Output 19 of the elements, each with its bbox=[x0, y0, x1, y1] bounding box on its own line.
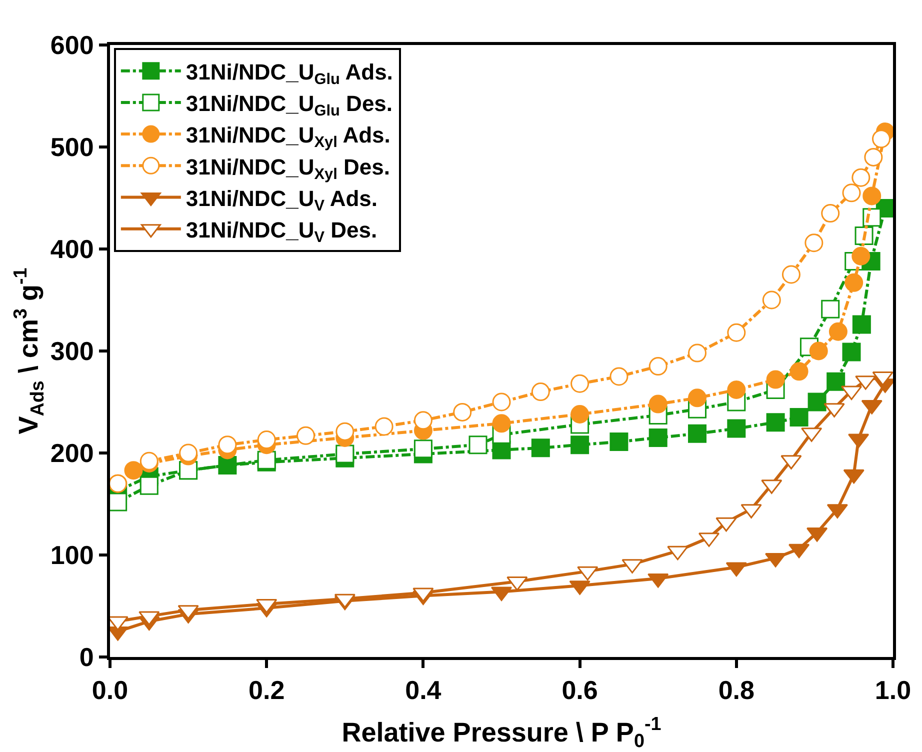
x-tick-label: 0.6 bbox=[562, 675, 598, 706]
x-tick-label: 0.4 bbox=[405, 675, 442, 706]
legend-label: 31Ni/NDC_U$_{Xyl}$ Des. bbox=[186, 154, 390, 183]
y-tick-label: 400 bbox=[50, 234, 94, 264]
x-tick-label: 1.0 bbox=[874, 675, 912, 706]
legend-label: 31Ni/NDC_U$_{V}$ Ads. bbox=[186, 186, 378, 214]
legend-label: 31Ni/NDC_U$_{Glu}$ Ads. bbox=[186, 59, 393, 88]
y-tick-label: 300 bbox=[50, 336, 94, 366]
y-tick-label: 600 bbox=[50, 30, 94, 60]
y-tick-label: 200 bbox=[50, 438, 94, 468]
y-tick-label: 0 bbox=[79, 642, 94, 672]
x-tick-label: 0.2 bbox=[248, 675, 285, 706]
x-tick-label: 0.8 bbox=[718, 675, 754, 706]
legend-label: 31Ni/NDC_U$_{V}$ Des. bbox=[186, 217, 378, 246]
y-tick-label: 500 bbox=[50, 132, 94, 162]
y-tick-label: 100 bbox=[50, 540, 94, 570]
x-tick-label: 0.0 bbox=[92, 675, 128, 706]
legend-label: 31Ni/NDC_U$_{Xyl}$ Ads. bbox=[186, 122, 390, 152]
legend-label: 31Ni/NDC_U$_{Glu}$ Des. bbox=[186, 91, 393, 120]
